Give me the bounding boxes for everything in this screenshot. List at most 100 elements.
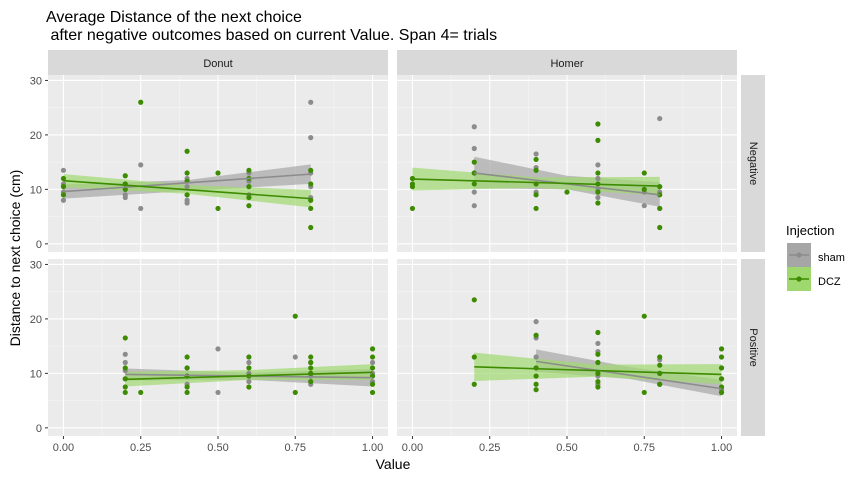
data-point-dcz (138, 389, 144, 396)
y-tick-label: 0 (36, 239, 42, 251)
x-tick-label: 1.00 (362, 442, 383, 454)
data-point-sham (471, 203, 477, 209)
data-point-dcz (138, 99, 144, 105)
data-point-dcz (471, 159, 477, 165)
data-point-sham (292, 354, 298, 360)
data-point-dcz (246, 194, 252, 201)
data-point-dcz (122, 389, 128, 396)
data-point-dcz (292, 313, 298, 319)
data-point-dcz (657, 354, 663, 360)
data-point-dcz (595, 170, 601, 176)
data-point-dcz (215, 170, 221, 176)
x-tick-label: 0.25 (130, 442, 151, 454)
data-point-dcz (308, 181, 314, 187)
data-point-dcz (184, 192, 190, 198)
data-point-dcz (184, 384, 190, 390)
data-point-sham (215, 389, 221, 396)
data-point-dcz (641, 389, 647, 396)
data-point-dcz (657, 381, 663, 387)
data-point-dcz (718, 354, 725, 360)
x-tick-label: 0.25 (479, 442, 500, 454)
data-point-dcz (292, 389, 298, 396)
data-point-dcz (533, 387, 539, 393)
data-point-dcz (60, 184, 67, 190)
data-point-dcz (308, 365, 314, 371)
data-point-sham (60, 167, 67, 173)
x-axis-title: Value (376, 456, 411, 472)
data-point-dcz (595, 351, 601, 357)
legend-label-sham: sham (818, 252, 845, 264)
x-tick-label: 0.50 (556, 442, 577, 454)
data-point-dcz (308, 167, 314, 173)
data-point-dcz (246, 354, 252, 360)
data-point-dcz (718, 389, 725, 396)
fit-line-dcz (474, 366, 722, 376)
y-tick-label: 10 (30, 368, 42, 380)
data-point-dcz (471, 181, 477, 187)
data-point-sham (471, 145, 477, 152)
y-tick-label: 10 (30, 184, 42, 196)
data-point-dcz (409, 184, 416, 190)
data-point-sham (122, 359, 128, 366)
data-point-sham (641, 203, 647, 209)
data-point-dcz (184, 389, 190, 396)
y-tick-label: 20 (30, 314, 42, 326)
data-point-dcz (533, 381, 539, 387)
y-tick-label: 20 (30, 130, 42, 142)
data-point-dcz (122, 173, 128, 179)
data-point-dcz (122, 384, 128, 390)
data-point-dcz (564, 189, 570, 195)
legend-key-point (796, 252, 802, 258)
data-point-dcz (246, 184, 252, 190)
y-tick-label: 30 (30, 259, 42, 271)
data-point-dcz (595, 329, 601, 336)
data-point-dcz (308, 378, 314, 385)
data-point-sham (246, 359, 252, 366)
data-point-dcz (718, 346, 725, 352)
fit-line-dcz (412, 178, 660, 187)
data-point-dcz (122, 365, 128, 371)
data-point-dcz (184, 148, 190, 154)
y-axis-title: Distance to next choice (cm) (7, 170, 23, 347)
x-tick-label: 0.75 (634, 442, 655, 454)
data-point-dcz (533, 205, 539, 212)
data-point-sham (533, 151, 539, 157)
x-tick-label: 0.00 (402, 442, 423, 454)
legend-label-dcz: DCZ (818, 276, 841, 288)
data-point-sham (308, 99, 314, 105)
data-point-dcz (246, 167, 252, 173)
facet-label-negative: Negative (747, 142, 759, 185)
data-point-dcz (308, 224, 314, 231)
data-point-dcz (246, 365, 252, 371)
data-point-dcz (641, 313, 647, 319)
data-point-sham (184, 200, 190, 206)
data-point-sham (122, 351, 128, 357)
data-point-dcz (409, 205, 416, 212)
data-point-dcz (641, 186, 647, 192)
data-point-sham (595, 194, 601, 201)
data-point-dcz (308, 205, 314, 212)
fit-line-dcz (125, 371, 373, 381)
facet-strip-donut (48, 50, 388, 75)
data-point-sham (595, 175, 601, 182)
y-tick-label: 0 (36, 423, 42, 435)
data-point-dcz (471, 354, 477, 360)
data-point-dcz (641, 170, 647, 176)
data-point-dcz (533, 167, 539, 173)
facet-label-positive: Positive (747, 328, 759, 367)
data-point-dcz (246, 384, 252, 390)
data-point-dcz (369, 381, 376, 387)
data-point-dcz (533, 332, 539, 338)
legend-title: Injection (786, 223, 834, 238)
data-point-dcz (60, 192, 67, 198)
data-point-dcz (657, 205, 663, 212)
facet-strip-homer (397, 50, 737, 75)
data-point-dcz (369, 365, 376, 371)
x-tick-label: 1.00 (711, 442, 732, 454)
data-point-dcz (595, 378, 601, 385)
fit-line-dcz (63, 179, 311, 200)
data-point-sham (246, 378, 252, 385)
data-point-dcz (657, 362, 663, 368)
data-point-sham (122, 194, 128, 201)
data-point-dcz (718, 365, 725, 371)
